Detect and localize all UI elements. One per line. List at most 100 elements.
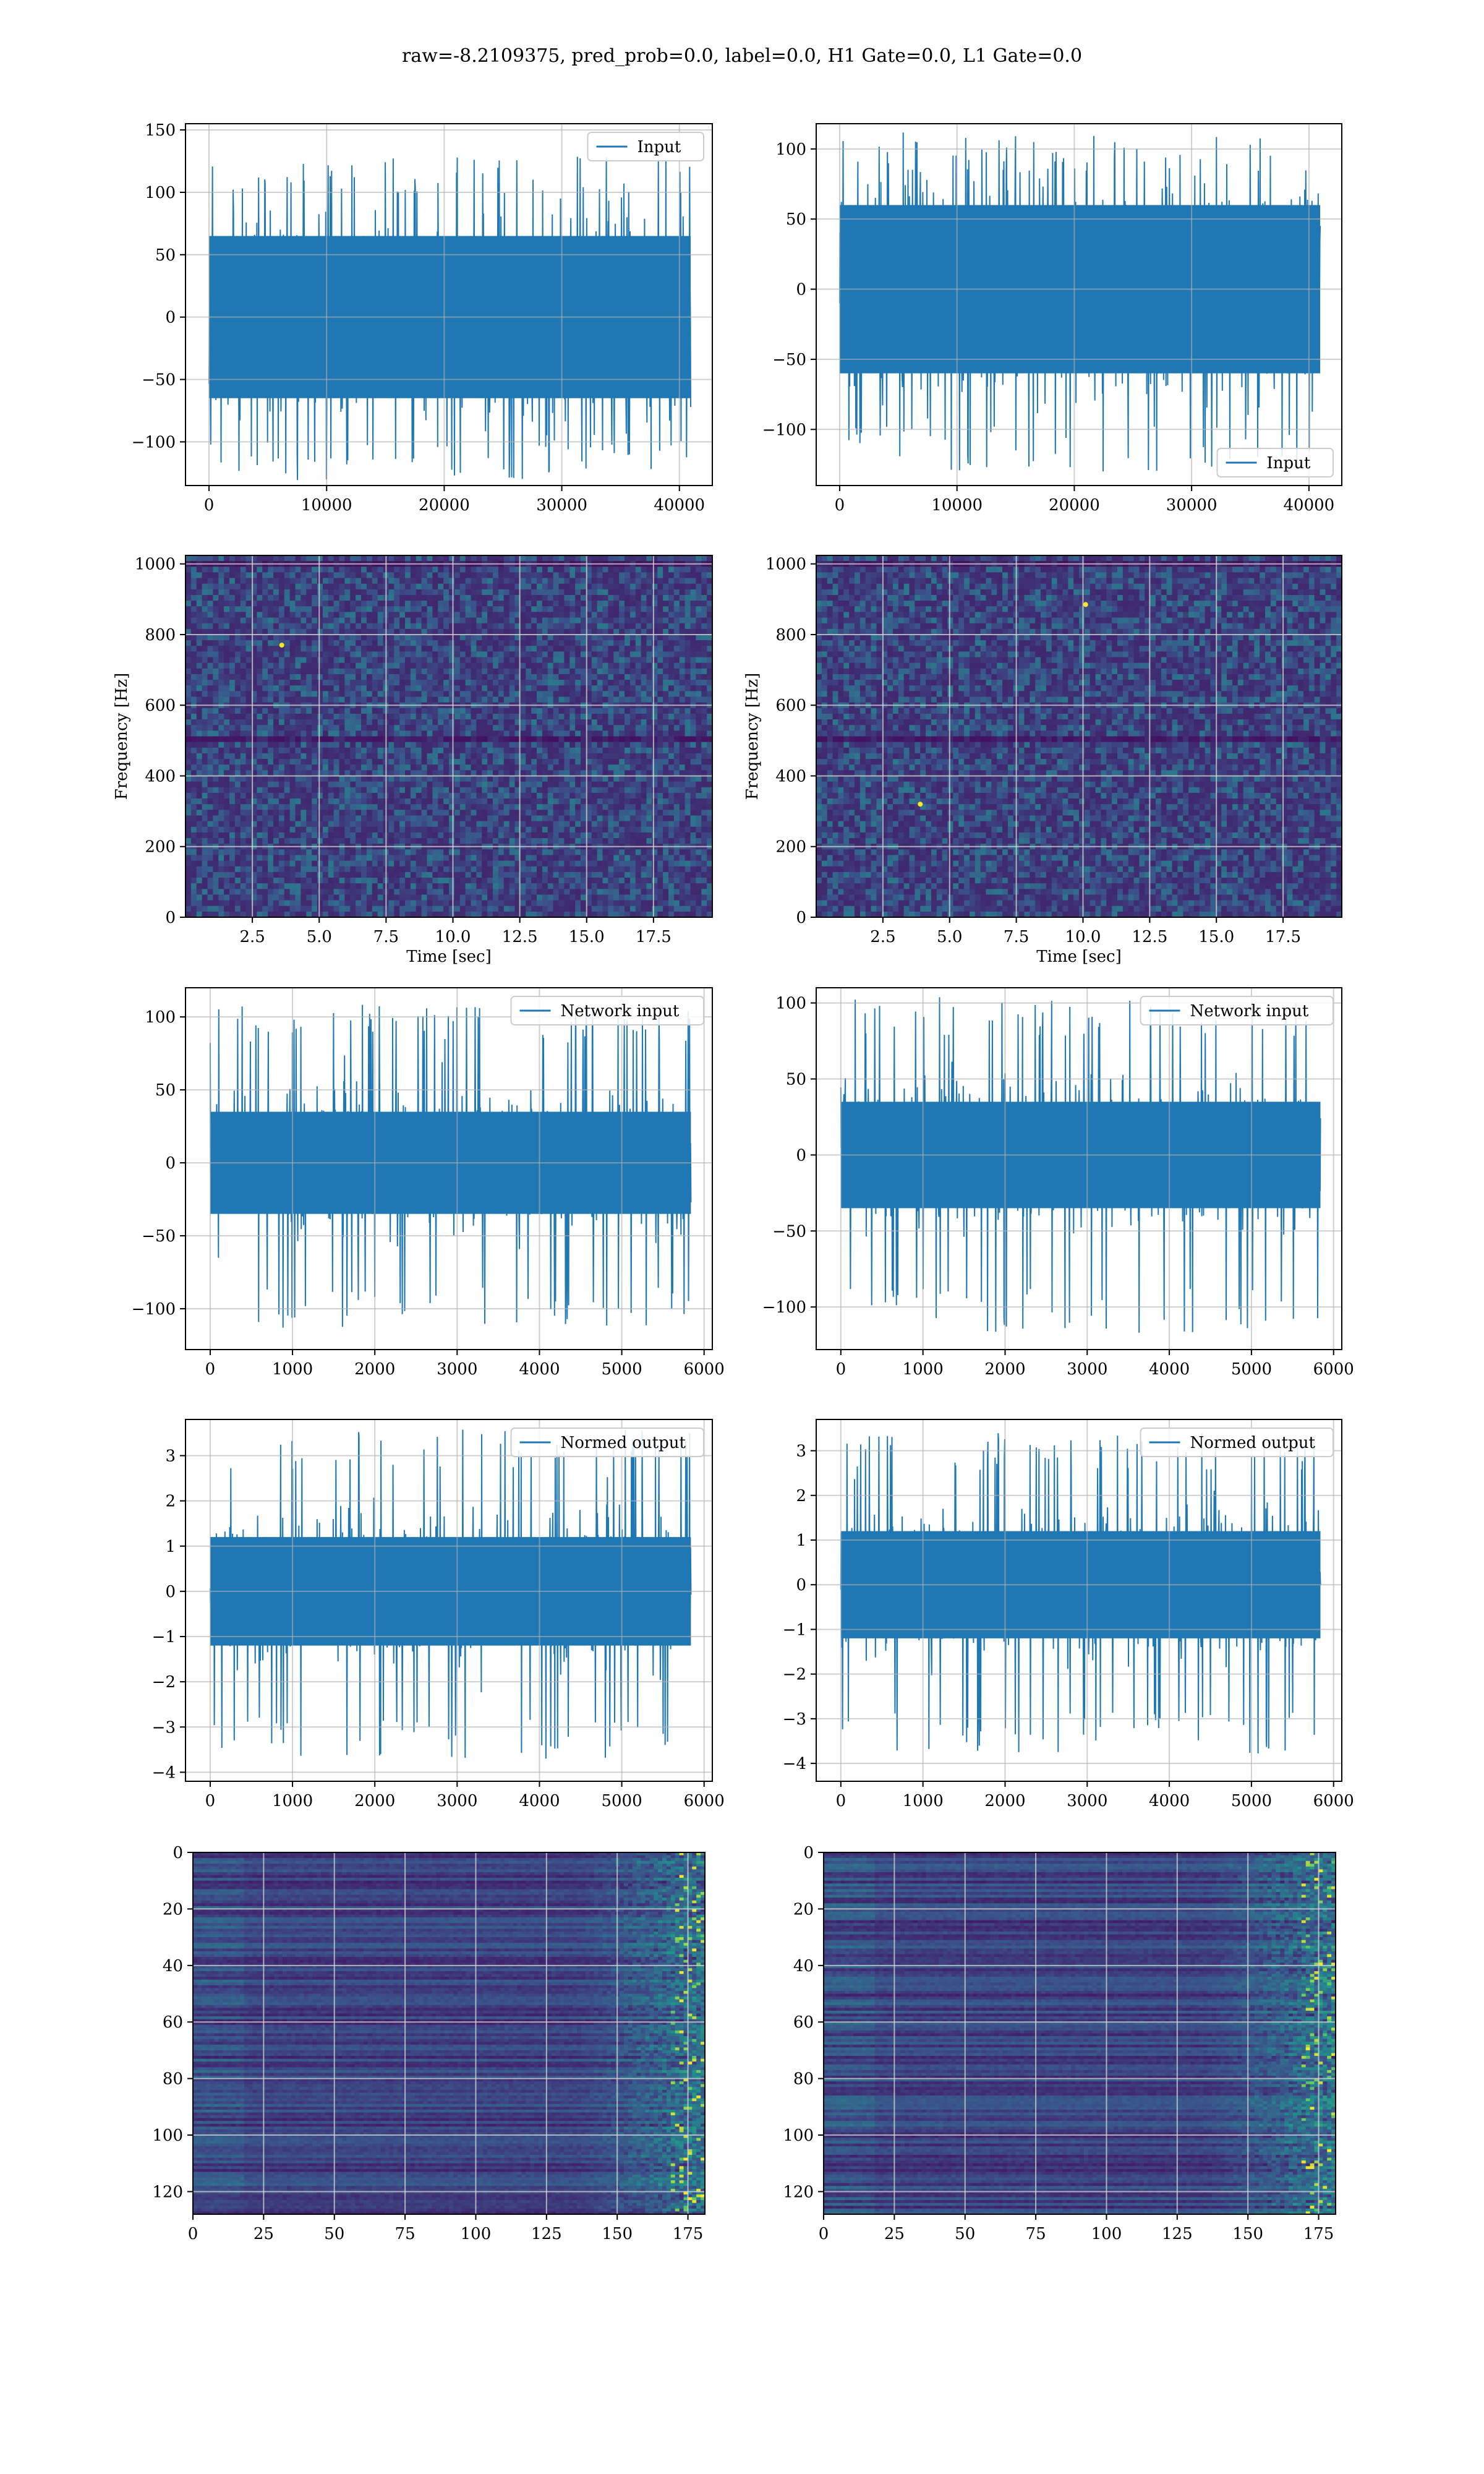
heatmap-cell [328,685,335,691]
heatmap-cell [564,589,570,596]
heatmap-cell [388,651,394,658]
heatmap-cell [679,589,686,596]
heatmap-cell [190,696,197,703]
heatmap-cell [537,713,543,720]
heatmap-cell [625,826,631,833]
heatmap-cell [224,764,230,771]
heatmap-cell [405,555,411,562]
heatmap-cell [405,713,411,720]
heatmap-cell [684,651,691,658]
heatmap-cell [696,668,702,675]
heatmap-cell [317,572,323,579]
heatmap-cell [498,736,505,743]
heatmap-cell [503,708,510,714]
heatmap-cell [421,764,428,771]
heatmap-cell [421,696,428,703]
heatmap-cell [537,646,543,652]
heatmap-cell [679,770,686,777]
heatmap-cell [416,832,422,839]
heatmap-cell [278,691,285,698]
heatmap-cell [372,680,378,686]
heatmap-cell [449,555,455,562]
heatmap-cell [679,798,686,805]
heatmap-cell [284,572,291,579]
heatmap-cell [394,696,400,703]
heatmap-cell [388,821,394,828]
heatmap-cell [520,759,526,765]
heatmap-cell [476,583,482,590]
heatmap-cell [586,583,592,590]
heatmap-cell [289,832,296,839]
heatmap-cell [471,719,477,726]
heatmap-cell [696,651,702,658]
heatmap-cell [366,628,373,635]
heatmap-cell [372,651,378,658]
heatmap-cell [657,680,663,686]
heatmap-cell [196,753,203,760]
heatmap-cell [268,612,274,618]
heatmap-cell [476,804,482,810]
heatmap-cell [218,742,224,748]
heatmap-cell [278,787,285,794]
heatmap-cell [673,804,680,810]
heatmap-cell [679,685,686,691]
heatmap-cell [416,634,422,641]
heatmap-cell [531,634,537,641]
heatmap-cell [575,753,581,760]
heatmap-cell [394,787,400,794]
heatmap-cell [701,685,707,691]
heatmap-cell [366,696,373,703]
heatmap-cell [537,759,543,765]
heatmap-cell [443,662,450,669]
heatmap-cell [273,634,279,641]
heatmap-cell [558,719,565,726]
heatmap-cell [449,601,455,607]
heatmap-cell [493,680,499,686]
heatmap-cell [377,736,384,743]
heatmap-cell [218,781,224,788]
heatmap-cell [542,594,548,601]
heatmap-cell [597,662,603,669]
heatmap-cell [591,821,598,828]
heatmap-cell [399,759,406,765]
heatmap-cell [679,736,686,743]
heatmap-cell [673,810,680,816]
heatmap-cell [196,617,203,624]
heatmap-cell [493,583,499,590]
heatmap-cell [608,578,614,584]
heatmap-cell [684,583,691,590]
heatmap-cell [284,696,291,703]
heatmap-cell [509,736,516,743]
heatmap-cell [432,685,438,691]
heatmap-cell [361,606,367,613]
heatmap-cell [509,601,516,607]
heatmap-cell [213,680,219,686]
heatmap-cell [207,612,213,618]
heatmap-cell [196,589,203,596]
heatmap-cell [229,798,236,805]
heatmap-cell [608,601,614,607]
heatmap-cell [333,623,340,630]
heatmap-cell [295,781,301,788]
heatmap-cell [328,668,335,675]
heatmap-cell [234,838,241,844]
heatmap-cell [509,668,516,675]
heatmap-cell [257,759,263,765]
heatmap-cell [339,804,345,810]
heatmap-cell [306,567,312,573]
heatmap-cell [690,555,696,562]
heatmap-cell [421,583,428,590]
heatmap-cell [438,640,444,646]
heatmap-cell [613,578,620,584]
heatmap-cell [372,668,378,675]
heatmap-cell [526,730,532,737]
heatmap-cell [416,747,422,754]
heatmap-cell [224,730,230,737]
heatmap-cell [229,606,236,613]
heatmap-cell [542,555,548,562]
heatmap-cell [696,583,702,590]
heatmap-cell [405,646,411,652]
heatmap-cell [646,674,652,680]
heatmap-cell [268,583,274,590]
heatmap-cell [542,662,548,669]
